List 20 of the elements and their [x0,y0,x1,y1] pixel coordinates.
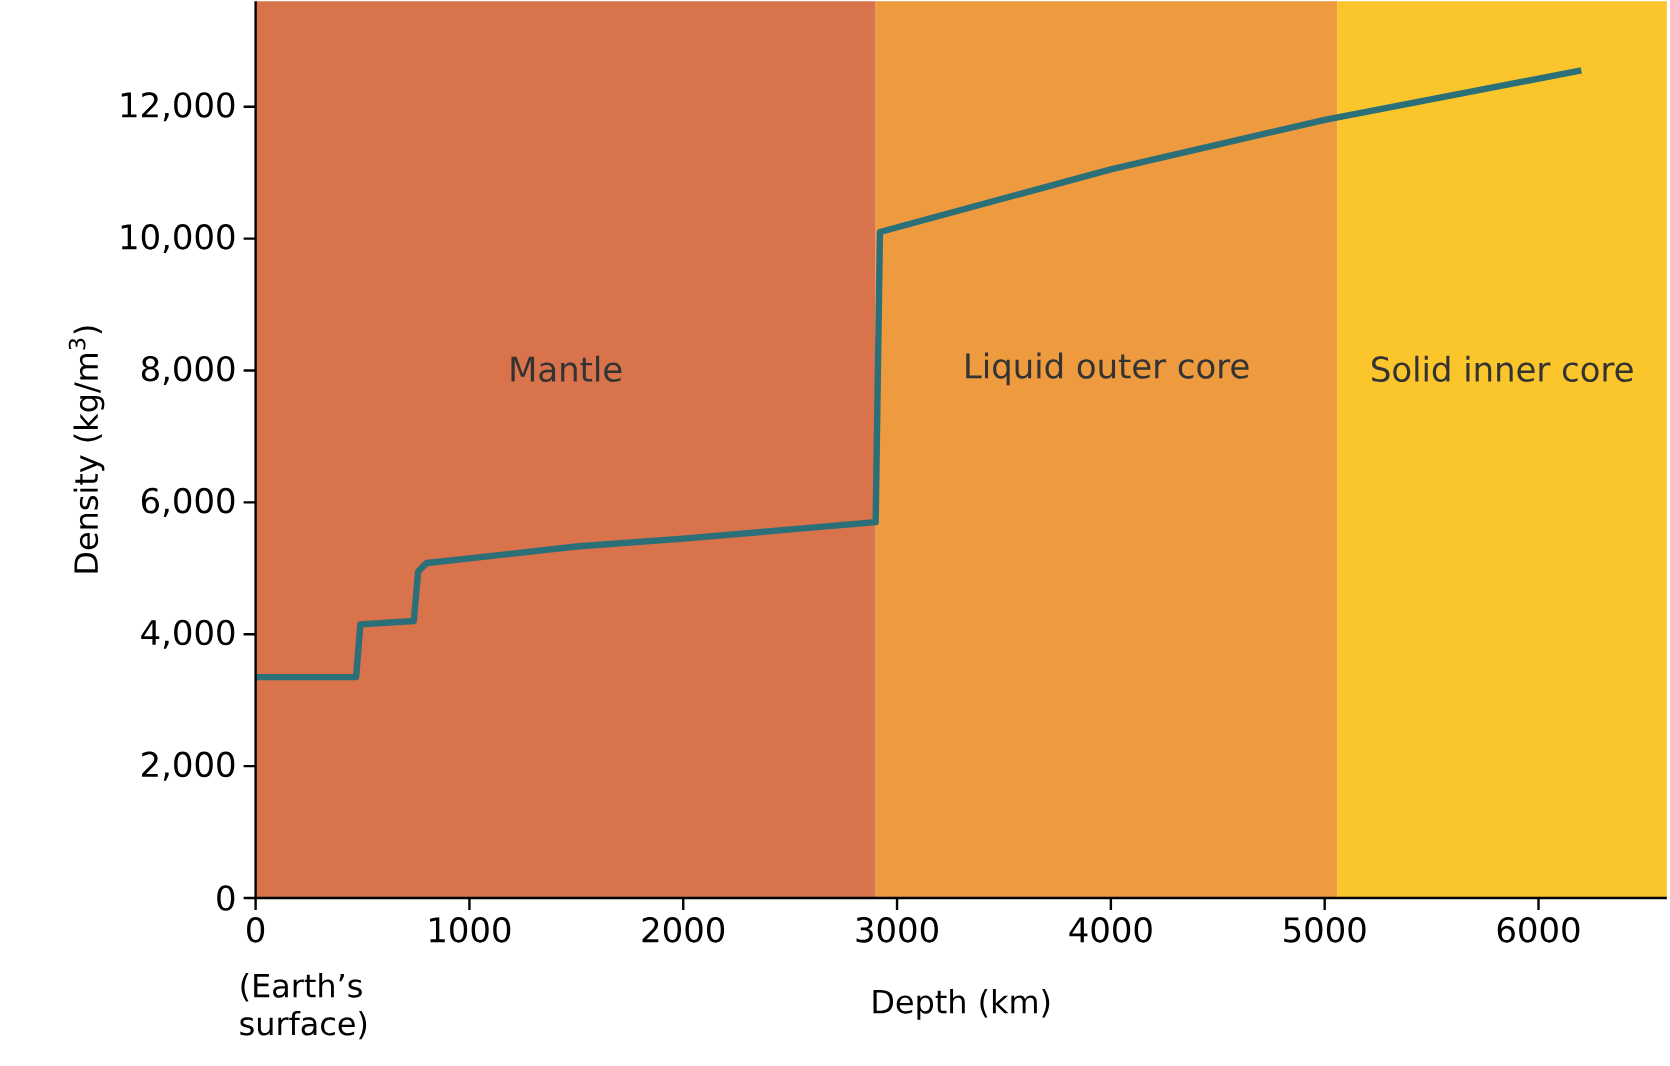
x-tick-label: 4000 [1069,916,1152,943]
x-tick-label: 3000 [856,916,938,943]
y-tick-label: 0 [217,885,235,911]
y-axis-title: Density (kg/m$^{3}$) [68,326,105,573]
x-tick-label: 1000 [430,916,511,943]
x-tick-label: 0 [247,916,265,943]
y-tick-label: 12,000 [121,92,235,122]
band-label: Liquid outer core [966,352,1249,386]
text: (Earth’s surface) [240,972,367,1040]
y-tick-label: 10,000 [121,223,235,254]
x-axis-title: Depth (km) [873,988,1050,1020]
x-tick-label: 6000 [1497,916,1580,943]
x-tick-label: 2000 [642,916,725,943]
y-tick-label: 8,000 [141,355,235,385]
y-tick-label: 4,000 [141,619,235,649]
band-label: Solid inner core [1372,355,1633,382]
y-tick-label: 2,000 [142,751,235,781]
x-tick-label: 5000 [1284,916,1366,943]
band-label: Mantle [511,355,622,382]
y-tick-label: 6,000 [141,487,235,517]
